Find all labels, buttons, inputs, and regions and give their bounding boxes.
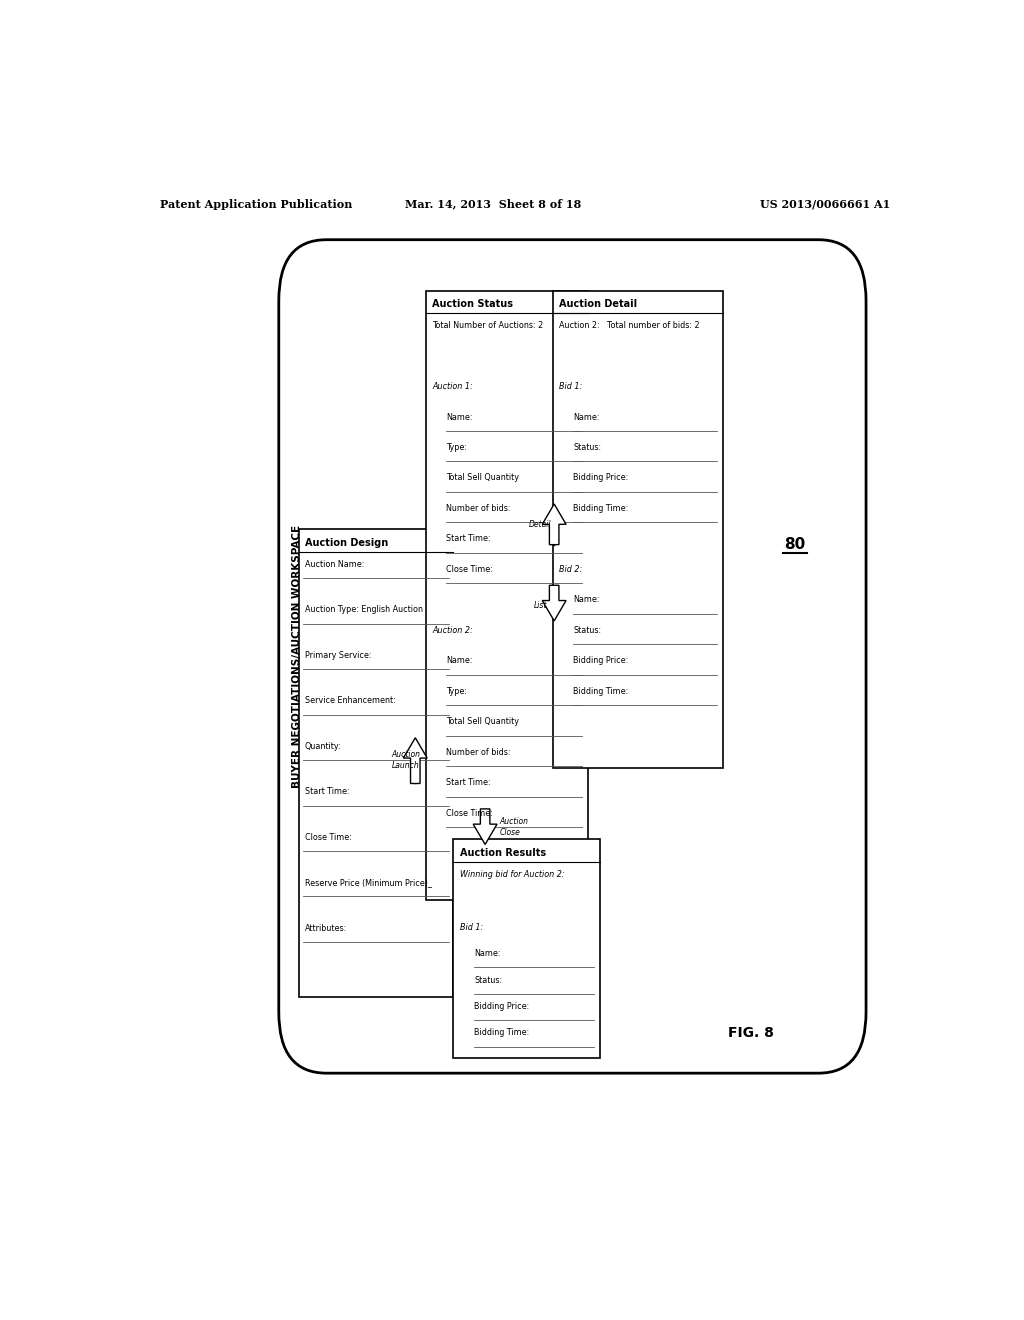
Text: Name:: Name: bbox=[474, 949, 501, 958]
Text: BUYER NEGOTIATIONS/AUCTION WORKSPACE: BUYER NEGOTIATIONS/AUCTION WORKSPACE bbox=[292, 525, 302, 788]
Text: Start Time:: Start Time: bbox=[446, 535, 490, 544]
Text: Number of bids:: Number of bids: bbox=[446, 504, 511, 513]
Text: Bid 1:: Bid 1: bbox=[559, 381, 583, 391]
Polygon shape bbox=[403, 738, 427, 784]
Text: FIG. 8: FIG. 8 bbox=[728, 1026, 774, 1040]
Text: Bidding Time:: Bidding Time: bbox=[573, 686, 629, 696]
Text: Bidding Price:: Bidding Price: bbox=[573, 656, 629, 665]
Text: Auction
Close: Auction Close bbox=[500, 817, 528, 837]
Text: Close Time:: Close Time: bbox=[305, 833, 352, 842]
Text: Bid 2:: Bid 2: bbox=[559, 565, 583, 574]
Text: Start Time:: Start Time: bbox=[446, 779, 490, 788]
Text: Primary Service:: Primary Service: bbox=[305, 651, 372, 660]
Text: Total Sell Quantity: Total Sell Quantity bbox=[446, 474, 519, 483]
Text: Service Enhancement:: Service Enhancement: bbox=[305, 696, 395, 705]
Bar bbox=[553, 290, 723, 768]
Text: Auction 2:: Auction 2: bbox=[432, 626, 473, 635]
Text: Auction Design: Auction Design bbox=[305, 537, 388, 548]
Bar bbox=[454, 840, 600, 1057]
Text: US 2013/0066661 A1: US 2013/0066661 A1 bbox=[760, 198, 890, 210]
Text: Bid 1:: Bid 1: bbox=[460, 923, 483, 932]
Text: Status:: Status: bbox=[573, 444, 601, 451]
Text: Type:: Type: bbox=[446, 686, 467, 696]
Text: Detail: Detail bbox=[528, 520, 551, 529]
Text: Auction Name:: Auction Name: bbox=[305, 560, 365, 569]
Text: Name:: Name: bbox=[446, 656, 473, 665]
Polygon shape bbox=[473, 809, 497, 845]
Text: Name:: Name: bbox=[573, 595, 600, 605]
Text: 80: 80 bbox=[784, 537, 805, 552]
Polygon shape bbox=[543, 504, 566, 545]
Text: Bidding Time:: Bidding Time: bbox=[474, 1028, 529, 1038]
Text: Status:: Status: bbox=[573, 626, 601, 635]
Text: Auction Type: English Auction: Auction Type: English Auction bbox=[305, 606, 423, 614]
Text: Auction Status: Auction Status bbox=[432, 298, 513, 309]
Text: Name:: Name: bbox=[446, 413, 473, 421]
Text: Status:: Status: bbox=[474, 975, 502, 985]
Bar bbox=[426, 290, 588, 900]
Text: Total Sell Quantity: Total Sell Quantity bbox=[446, 718, 519, 726]
Text: Auction 2:   Total number of bids: 2: Auction 2: Total number of bids: 2 bbox=[559, 321, 699, 330]
FancyBboxPatch shape bbox=[279, 240, 866, 1073]
Text: Auction Detail: Auction Detail bbox=[559, 298, 637, 309]
Text: Bidding Price:: Bidding Price: bbox=[474, 1002, 529, 1011]
Text: Reserve Price (Minimum Price)_: Reserve Price (Minimum Price)_ bbox=[305, 878, 432, 887]
Text: Bidding Price:: Bidding Price: bbox=[573, 474, 629, 483]
Text: Name:: Name: bbox=[573, 413, 600, 421]
Polygon shape bbox=[543, 585, 566, 620]
Text: Total Number of Auctions: 2: Total Number of Auctions: 2 bbox=[432, 321, 543, 330]
Text: Type:: Type: bbox=[446, 444, 467, 451]
Text: Auction Results: Auction Results bbox=[460, 847, 546, 858]
Text: Winning bid for Auction 2:: Winning bid for Auction 2: bbox=[460, 870, 564, 879]
Text: Auction
Launch: Auction Launch bbox=[391, 750, 420, 770]
Text: Patent Application Publication: Patent Application Publication bbox=[160, 198, 352, 210]
Text: List: List bbox=[534, 601, 548, 610]
Text: Attributes:: Attributes: bbox=[305, 924, 347, 933]
Text: Bidding Time:: Bidding Time: bbox=[573, 504, 629, 513]
Text: Mar. 14, 2013  Sheet 8 of 18: Mar. 14, 2013 Sheet 8 of 18 bbox=[404, 198, 582, 210]
Text: Auction 1:: Auction 1: bbox=[432, 381, 473, 391]
Text: Close Time:: Close Time: bbox=[446, 809, 494, 818]
Text: Close Time:: Close Time: bbox=[446, 565, 494, 574]
Text: Number of bids:: Number of bids: bbox=[446, 748, 511, 756]
Text: Start Time:: Start Time: bbox=[305, 787, 349, 796]
Text: Quantity:: Quantity: bbox=[305, 742, 342, 751]
Bar bbox=[299, 529, 454, 997]
